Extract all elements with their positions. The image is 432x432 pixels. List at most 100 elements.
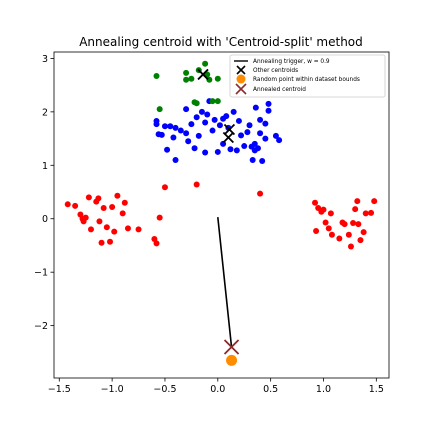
red-data-point [320,207,326,213]
red-data-point [350,220,356,226]
blue-data-point [262,136,268,142]
blue-data-point [259,158,265,164]
blue-data-point [227,146,233,152]
red-data-point [157,215,163,221]
blue-data-point [167,123,173,129]
green-data-point [188,76,194,82]
blue-data-point [202,149,208,155]
blue-data-point [162,123,168,129]
red-data-point [346,232,352,238]
blue-data-point [215,149,221,155]
blue-data-point [217,122,223,128]
legend-label-annealed: Annealed centroid [253,87,306,93]
red-data-point [368,210,374,216]
green-data-point [194,100,200,106]
red-data-point [107,239,113,245]
blue-data-point [164,147,170,153]
red-data-point [326,225,332,231]
green-data-point [183,70,189,76]
red-data-point [101,205,107,211]
red-data-point [86,194,92,200]
legend-label-other-centroids: Other centroids [253,68,298,74]
red-data-point [348,244,354,250]
red-data-point [109,204,115,210]
blue-data-point [223,113,229,119]
x-tick-label: 0.0 [210,384,225,395]
red-data-point [65,201,71,207]
blue-data-point [185,138,191,144]
red-data-point [371,198,377,204]
red-data-point [313,228,319,234]
y-tick-label: −1 [34,268,48,279]
y-tick-label: 1 [42,161,48,172]
y-tick-label: −2 [34,321,48,332]
x-tick-label: −0.5 [153,384,176,395]
blue-data-point [234,147,240,153]
blue-data-point [241,143,247,149]
blue-data-point [210,128,216,134]
x-tick-label: −1.0 [101,384,124,395]
blue-data-point [262,121,268,127]
red-data-point [154,240,160,246]
x-tick-label: 0.5 [263,384,278,395]
blue-data-point [253,105,259,111]
legend: Annealing trigger, w = 0.9 Other centroi… [230,55,385,97]
blue-data-point [188,121,194,127]
red-data-point [357,237,363,243]
blue-data-point [257,130,263,136]
green-data-point [202,61,208,67]
blue-data-point [276,137,282,143]
blue-data-point [231,109,237,115]
blue-data-point [183,130,189,136]
blue-data-point [212,117,218,123]
random-point-marker [226,355,237,366]
blue-data-point [192,145,198,151]
blue-data-point [196,133,202,139]
legend-label-random-point: Random point within dataset bounds [253,77,360,83]
blue-data-point [159,132,165,138]
red-data-point [114,193,120,199]
blue-data-point [202,120,208,126]
red-data-point [136,226,142,232]
blue-data-point [178,128,184,134]
red-data-point [355,221,361,227]
green-data-point [215,98,221,104]
blue-data-point [250,157,256,163]
blue-data-point [199,109,205,115]
red-data-point [329,232,335,238]
blue-data-point [173,125,179,131]
blue-data-point [244,129,250,135]
green-data-point [183,77,189,83]
green-data-point [210,98,216,104]
red-data-point [312,200,318,206]
blue-data-point [266,108,272,114]
red-data-point [99,240,105,246]
legend-label-trigger: Annealing trigger, w = 0.9 [253,59,330,65]
blue-data-point [183,106,189,112]
red-data-point [95,195,101,201]
blue-data-point [255,145,261,151]
blue-data-point [257,117,263,123]
x-tick-label: −1.5 [48,384,71,395]
red-data-point [125,225,131,231]
red-data-point [83,215,89,221]
blue-data-point [154,118,160,124]
y-tick-label: 0 [42,214,48,225]
red-data-point [363,210,369,216]
red-data-point [257,191,263,197]
red-data-point [336,236,342,242]
green-data-point [215,76,221,82]
red-data-point [354,198,360,204]
red-data-point [352,206,358,212]
red-data-point [88,226,94,232]
legend-orange-marker [237,75,246,84]
y-tick-label: 3 [42,54,48,65]
x-tick-label: 1.0 [316,384,331,395]
red-data-point [111,229,117,235]
blue-data-point [238,132,244,138]
red-data-point [342,221,348,227]
blue-data-point [204,112,210,118]
green-data-point [154,73,160,79]
chart-title: Annealing centroid with 'Centroid-split'… [79,35,363,49]
